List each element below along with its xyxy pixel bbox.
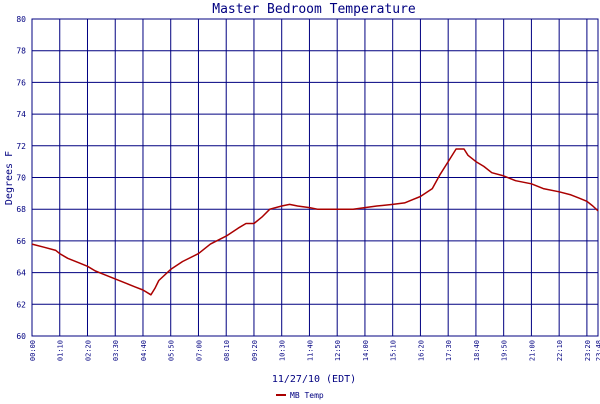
x-tick-label: 07:00	[195, 340, 203, 361]
x-tick-label: 03:30	[112, 340, 120, 361]
labels: Master Bedroom Temperature Degrees F 11/…	[4, 2, 416, 385]
x-tick-label: 05:50	[168, 340, 176, 361]
x-tick-label: 18:40	[473, 340, 481, 361]
legend: MB Temp	[276, 391, 324, 400]
y-tick-label: 66	[16, 237, 26, 246]
y-tick-label: 80	[16, 15, 26, 24]
x-tick-label: 14:00	[362, 340, 370, 361]
y-tick-label: 70	[16, 174, 26, 183]
grid: 60 62 64 66 68 70 72 74 76 78 80 00:00 01:10 02:20 03:…	[16, 15, 600, 361]
y-tick-label: 74	[16, 110, 26, 119]
x-tick-label: 19:50	[501, 340, 509, 361]
y-tick-label: 76	[16, 78, 26, 87]
y-tick-label: 78	[16, 47, 26, 56]
x-tick-label: 04:40	[140, 340, 148, 361]
y-tick-label: 68	[16, 205, 26, 214]
x-tick-label: 08:10	[223, 340, 231, 361]
x-tick-label: 17:30	[445, 340, 453, 361]
x-tick-label: 16:20	[417, 340, 425, 361]
series-layer	[31, 148, 599, 296]
x-tick-label: 09:20	[251, 340, 259, 361]
y-tick-label: 72	[16, 142, 26, 151]
y-axis-label: Degrees F	[4, 151, 15, 205]
x-tick-label: 12:50	[334, 340, 342, 361]
y-tick-label: 62	[16, 300, 26, 309]
x-tick-label: 23:20	[584, 340, 592, 361]
x-tick-label: 22:10	[556, 340, 564, 361]
x-tick-label: 21:00	[528, 340, 536, 361]
y-tick-label: 60	[16, 332, 26, 341]
x-tick-label: 00:00	[29, 340, 37, 361]
plot-border	[31, 18, 599, 337]
legend-label-mb-temp: MB Temp	[290, 391, 324, 400]
x-tick-label: 01:10	[57, 340, 65, 361]
x-tick-label: 02:20	[84, 340, 92, 361]
x-tick-label: 15:10	[390, 340, 398, 361]
x-tick-label: 23:48	[595, 340, 600, 361]
x-tick-label: 10:30	[279, 340, 287, 361]
x-tick-label: 11:40	[306, 340, 314, 361]
x-axis-label: 11/27/10 (EDT)	[272, 374, 356, 385]
series-line-mb-temp	[31, 148, 599, 296]
chart-title: Master Bedroom Temperature	[212, 2, 416, 17]
y-tick-label: 64	[16, 269, 26, 278]
